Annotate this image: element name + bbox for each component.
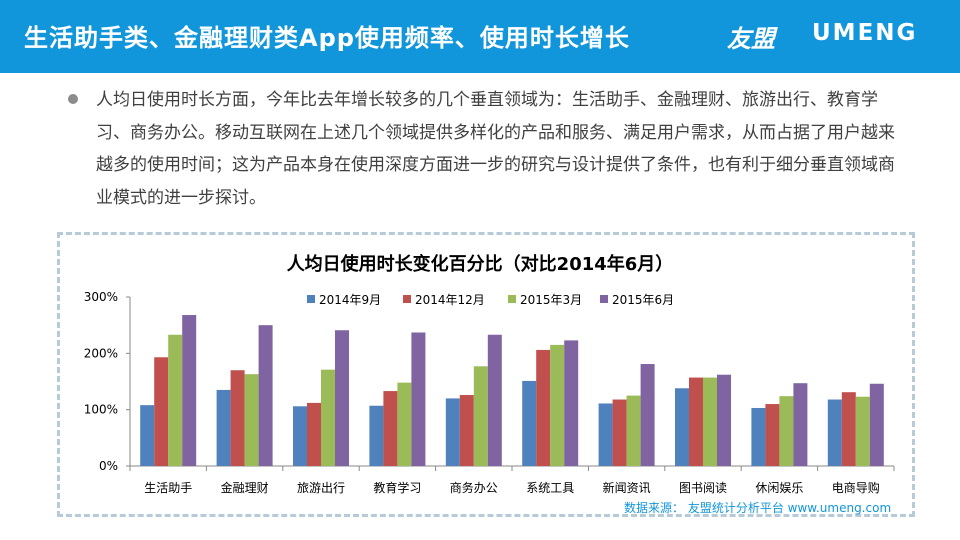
bar <box>473 366 488 466</box>
brand-logo-cn: 友盟 <box>727 25 775 53</box>
x-tick-label: 旅游出行 <box>297 481 345 495</box>
x-tick-label: 教育学习 <box>373 480 421 495</box>
x-tick-label: 新闻资讯 <box>603 480 651 495</box>
bar <box>154 357 169 466</box>
bar <box>397 382 412 466</box>
bar <box>765 404 780 466</box>
bar <box>244 374 259 466</box>
bar <box>564 340 579 466</box>
data-source: 数据来源： 友盟统计分析平台 www.umeng.com <box>624 501 892 515</box>
bar <box>522 380 537 466</box>
bar <box>369 405 384 466</box>
bar <box>487 334 502 466</box>
bar <box>640 364 655 466</box>
y-tick-label: 100% <box>84 403 118 417</box>
bar <box>140 405 155 466</box>
bar <box>675 388 689 466</box>
bar <box>717 374 731 466</box>
bar <box>182 315 197 466</box>
bar <box>293 406 307 466</box>
bar <box>869 383 884 466</box>
chart-frame <box>57 232 915 517</box>
legend-swatch <box>508 295 516 303</box>
legend-swatch <box>403 295 411 303</box>
bar <box>383 391 398 466</box>
bar <box>550 344 565 466</box>
bar <box>751 407 766 466</box>
bar <box>793 383 808 466</box>
bar <box>703 377 717 466</box>
bar <box>307 402 321 466</box>
x-tick-label: 图书阅读 <box>679 481 727 495</box>
bar <box>335 330 349 466</box>
legend-label: 2014年12月 <box>415 293 485 307</box>
y-tick-label: 300% <box>84 290 118 304</box>
y-tick-label: 200% <box>84 346 118 360</box>
x-tick-label: 金融理财 <box>221 480 269 495</box>
x-tick-label: 商务办公 <box>450 480 498 495</box>
bar <box>230 370 245 466</box>
bar <box>689 377 703 466</box>
x-tick-label: 电商导购 <box>832 480 880 495</box>
bar <box>626 395 641 466</box>
bar <box>779 396 794 466</box>
x-tick-label: 系统工具 <box>526 481 574 495</box>
bar <box>445 398 460 466</box>
brand-logo-en: UMENG <box>812 20 918 46</box>
x-tick-label: 生活助手 <box>144 481 192 495</box>
bar <box>827 399 842 466</box>
bar <box>536 349 551 466</box>
bar <box>321 369 335 466</box>
chart-title: 人均日使用时长变化百分比（对比2014年6月） <box>287 253 674 275</box>
bar <box>855 396 870 466</box>
bar <box>411 332 426 466</box>
bullet-icon <box>68 94 78 104</box>
legend-label: 2014年9月 <box>319 293 381 307</box>
legend-label: 2015年3月 <box>520 293 582 307</box>
bar <box>598 403 613 466</box>
header-bar: 生活助手类、金融理财类App使用频率、使用时长增长 友盟 UMENG <box>0 0 960 73</box>
legend-label: 2015年6月 <box>612 293 674 307</box>
y-tick-label: 0% <box>99 459 118 473</box>
bar <box>168 334 183 466</box>
bar <box>841 392 856 466</box>
legend-swatch <box>307 295 315 303</box>
bar <box>612 399 627 466</box>
x-tick-label: 休闲娱乐 <box>755 481 803 495</box>
bar <box>216 389 231 466</box>
summary-paragraph: 人均日使用时长方面，今年比去年增长较多的几个垂直领域为：生活助手、金融理财、旅游… <box>96 90 895 208</box>
page-title: 生活助手类、金融理财类App使用频率、使用时长增长 <box>24 24 630 52</box>
legend-swatch <box>600 295 608 303</box>
bar <box>258 325 273 466</box>
bar <box>459 395 474 466</box>
